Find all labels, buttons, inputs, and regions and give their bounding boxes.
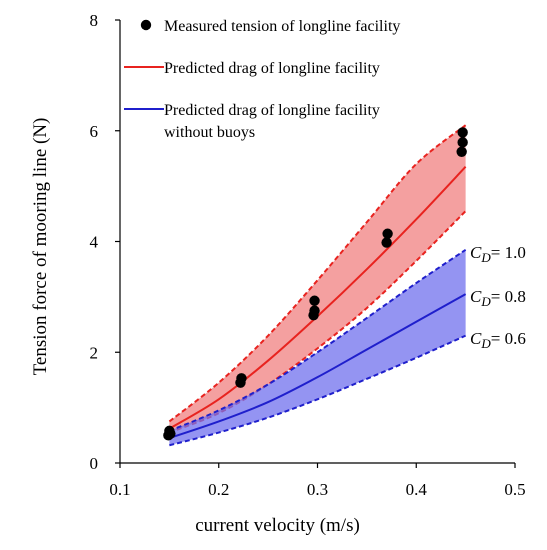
x-tick-label: 0.3	[307, 480, 328, 499]
x-tick-label: 0.4	[406, 480, 428, 499]
y-tick-label: 8	[90, 11, 99, 30]
y-tick-label: 4	[90, 233, 99, 252]
band-area-without-buoys	[169, 249, 466, 446]
y-tick-label: 6	[90, 122, 99, 141]
legend-marker	[140, 19, 152, 31]
measured-point	[456, 146, 467, 157]
legend: Measured tension of longline facility Pre…	[124, 18, 400, 141]
legend-label: Predicted drag of longline facility	[164, 102, 380, 119]
y-axis-title: Tension force of mooring line (N)	[30, 118, 51, 376]
x-axis-title: current velocity (m/s)	[195, 515, 360, 536]
legend-label: Predicted drag of longline facility	[164, 60, 380, 77]
measured-point	[382, 228, 393, 239]
legend-label: without buoys	[164, 124, 255, 141]
y-tick-label: 0	[90, 454, 99, 473]
cd-label: CD= 0.8	[470, 287, 526, 309]
measured-point	[309, 305, 320, 316]
x-tick-label: 0.1	[109, 480, 130, 499]
legend-label: Measured tension of longline facility	[164, 18, 400, 35]
measured-point	[165, 428, 176, 439]
measured-point	[236, 373, 247, 384]
plot-area	[163, 124, 468, 447]
measured-point	[457, 137, 468, 148]
band-lower-without-buoys	[169, 334, 467, 447]
y-tick-label: 2	[90, 343, 99, 362]
measured-point	[381, 237, 392, 248]
band-upper-without-buoys	[168, 248, 467, 432]
band-area-with-buoys	[169, 125, 466, 433]
x-tick-label: 0.5	[504, 480, 525, 499]
annotations: CD= 1.0 CD= 0.8 CD= 0.6	[470, 243, 526, 351]
cd-label: CD= 0.6	[470, 329, 526, 351]
x-tick-label: 0.2	[208, 480, 229, 499]
predicted-line-without-buoys	[169, 293, 467, 440]
measured-point	[457, 127, 468, 138]
axes: 0.1 0.2 0.3 0.4 0.5 0 2 4 6 8 current velocity (m/…	[30, 11, 526, 536]
measured-point	[309, 295, 320, 306]
cd-label: CD= 1.0	[470, 243, 526, 265]
band-lower-with-buoys	[169, 210, 467, 434]
